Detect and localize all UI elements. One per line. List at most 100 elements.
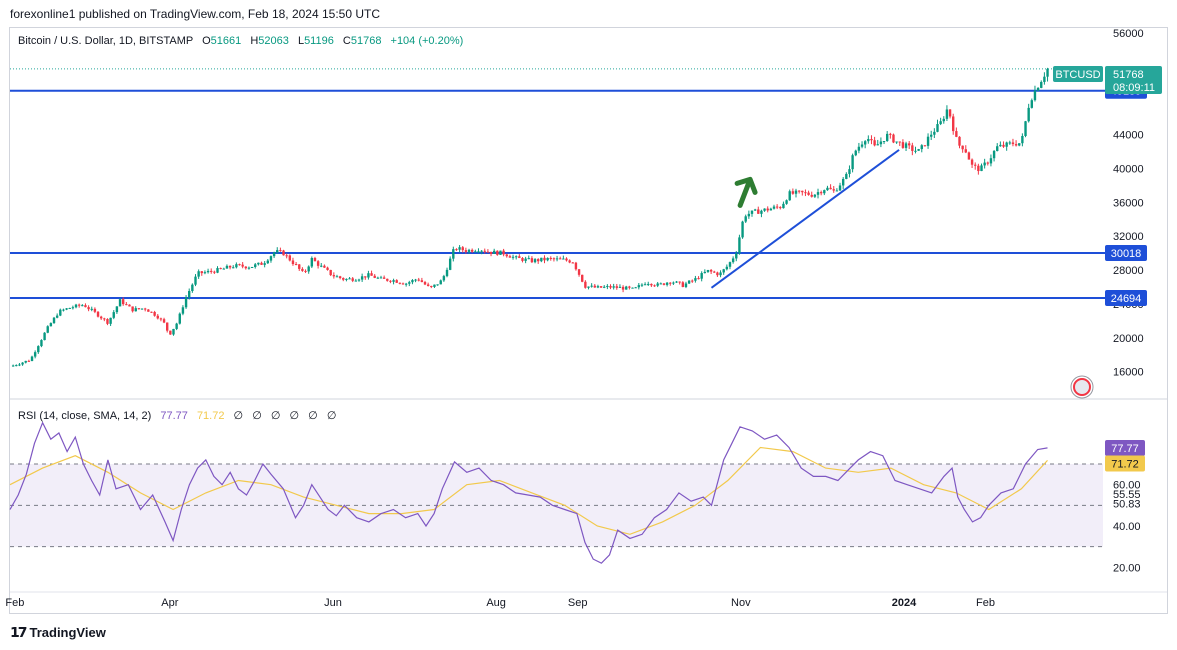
candle-body	[188, 291, 191, 298]
candle-body	[55, 315, 59, 318]
candle-body	[24, 360, 27, 363]
candle-body	[584, 281, 587, 288]
candle-body	[194, 276, 197, 285]
candle-body	[942, 118, 945, 122]
candle-body	[486, 251, 490, 253]
candle-body	[338, 276, 342, 279]
candle-body	[59, 309, 62, 316]
symbol-label[interactable]: Bitcoin / U.S. Dollar, 1D, BITSTAMP	[18, 35, 194, 47]
candle-body	[316, 261, 320, 266]
candle-body	[684, 283, 688, 287]
candle-body	[342, 278, 345, 280]
candle-body	[999, 144, 1002, 147]
candle-body	[527, 258, 530, 260]
rsi-title[interactable]: RSI (14, close, SMA, 14, 2)	[18, 410, 152, 422]
candle-body	[769, 208, 773, 211]
tradingview-logo[interactable]: 𝟭𝟳 TradingView	[10, 624, 106, 641]
candle-body	[62, 309, 65, 311]
candle-body	[697, 278, 700, 280]
level-price-tag	[1105, 244, 1147, 261]
candle-body	[983, 162, 986, 166]
price-tick-label: 56000	[1113, 28, 1144, 40]
candle-body	[480, 250, 483, 252]
candle-body	[939, 121, 942, 125]
level-price-tag	[1105, 290, 1147, 307]
candle-body	[90, 308, 93, 310]
candle-body	[775, 206, 779, 208]
candle-body	[228, 265, 232, 268]
candle-body	[791, 191, 795, 194]
candle-body	[470, 249, 474, 252]
candle-body	[593, 285, 596, 288]
candle-body	[401, 283, 405, 285]
candle-body	[505, 254, 508, 257]
rsi-tick-label: 20.00	[1113, 562, 1141, 574]
candle-body	[367, 273, 370, 278]
candle-body	[269, 256, 273, 261]
rsi-value-tag	[1105, 439, 1145, 456]
candle-body	[93, 308, 97, 312]
candle-body	[320, 265, 323, 267]
candle-body	[147, 309, 150, 312]
candle-body	[492, 250, 496, 254]
candle-body	[285, 255, 288, 257]
candle-body	[364, 276, 367, 278]
candle-body	[496, 250, 499, 255]
null-value: ∅	[308, 410, 318, 422]
candle-body	[172, 328, 175, 335]
candle-body	[618, 286, 622, 288]
price-legend: Bitcoin / U.S. Dollar, 1D, BITSTAMP O516…	[18, 35, 463, 47]
candle-body	[84, 305, 87, 308]
candle-body	[967, 152, 971, 160]
candle-body	[96, 311, 100, 317]
candle-body	[345, 278, 348, 280]
candle-body	[518, 256, 521, 259]
price-tick-label: 44000	[1113, 130, 1144, 142]
candle-body	[68, 307, 71, 309]
candle-body	[923, 145, 927, 147]
rsi-value-tag-label: 77.77	[1111, 443, 1139, 455]
candle-body	[1046, 68, 1049, 77]
candle-body	[552, 258, 556, 260]
candle-body	[559, 258, 562, 260]
candle-body	[260, 262, 263, 265]
candle-body	[392, 280, 395, 282]
candle-body	[37, 346, 40, 353]
candle-body	[282, 250, 285, 256]
candle-body	[408, 282, 411, 284]
trend-line[interactable]	[710, 149, 900, 289]
candle-body	[206, 270, 210, 273]
candle-body	[461, 247, 464, 251]
level-price-label: 24694	[1111, 293, 1142, 305]
candle-body	[876, 144, 879, 146]
candle-body	[313, 257, 317, 262]
candle-body	[27, 360, 31, 362]
candle-body	[474, 251, 477, 253]
candle-body	[634, 287, 637, 289]
candle-body	[996, 146, 999, 151]
candle-body	[11, 365, 15, 367]
candle-body	[738, 237, 741, 254]
candle-body	[926, 136, 930, 146]
candle-body	[389, 280, 392, 282]
candle-body	[40, 340, 43, 347]
candle-body	[540, 257, 543, 262]
rsi-tick-label: 55.55	[1113, 489, 1141, 501]
rsi-tick-label: 60.00	[1113, 480, 1141, 492]
candle-body	[725, 266, 729, 270]
candle-body	[417, 279, 420, 281]
candle-body	[254, 264, 257, 267]
candle-body	[747, 213, 751, 217]
candle-body	[118, 299, 122, 307]
candle-body	[433, 284, 436, 287]
candle-body	[489, 251, 493, 254]
candle-body	[691, 280, 694, 282]
candle-body	[1008, 142, 1012, 144]
candle-body	[52, 317, 56, 324]
high-value: 52063	[258, 35, 289, 47]
candle-body	[841, 178, 845, 186]
candle-body	[568, 260, 571, 263]
candle-body	[643, 284, 647, 286]
candle-body	[549, 257, 552, 259]
